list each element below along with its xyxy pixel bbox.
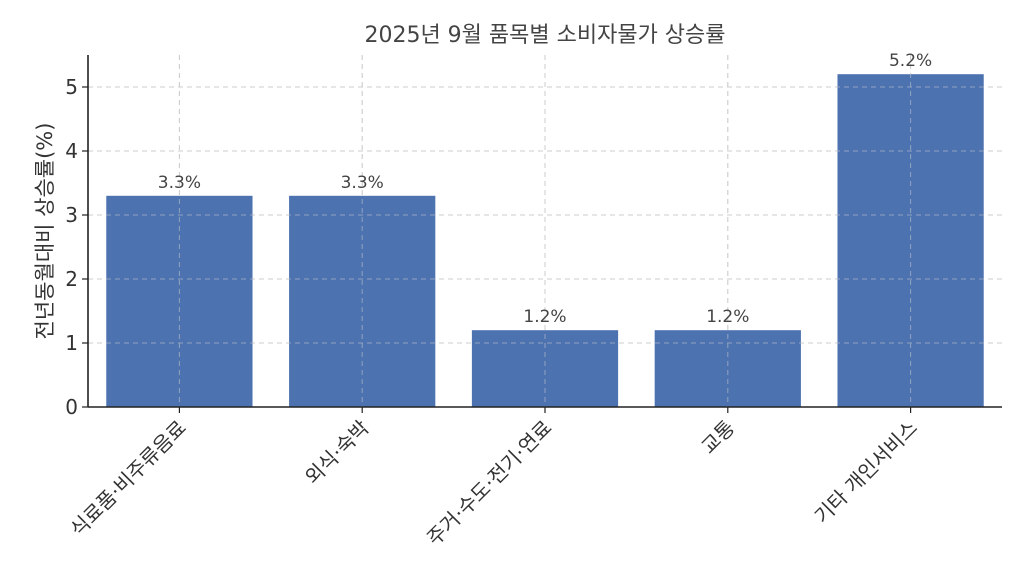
data-label-2: 3.3% (341, 173, 384, 193)
chart-title: 2025년 9월 품목별 소비자물가 상승률 (364, 23, 725, 48)
x-tick-label-2: 외식·숙박 (300, 416, 374, 490)
data-label-3: 1.2% (523, 307, 566, 327)
x-tick-label-1: 식료품·비주류음료 (65, 416, 191, 542)
x-tick-label-4: 교통 (696, 416, 739, 459)
bar-4 (654, 330, 801, 407)
y-tick-label: 1 (65, 331, 78, 355)
data-label-4: 1.2% (706, 307, 749, 327)
y-tick-label: 2 (65, 267, 78, 291)
data-label-5: 5.2% (889, 51, 932, 71)
grid-overlay (88, 55, 1002, 407)
y-tick-label: 5 (65, 75, 78, 99)
data-label-1: 3.3% (158, 173, 201, 193)
bar-3 (471, 330, 619, 407)
y-tick-label: 0 (65, 395, 78, 419)
x-tick-label-5: 기타 개인서비스 (810, 416, 923, 529)
y-tick-label: 3 (65, 203, 78, 227)
y-tick-label: 4 (65, 139, 78, 163)
y-axis-label: 전년동월대비 상승률(%) (33, 123, 57, 340)
data-labels: 3.3% 3.3% 1.2% 1.2% 5.2% (158, 51, 932, 327)
bars (106, 74, 984, 407)
x-tick-label-3: 주거·수도·전기·연료 (422, 416, 557, 551)
bar-5 (837, 74, 984, 407)
